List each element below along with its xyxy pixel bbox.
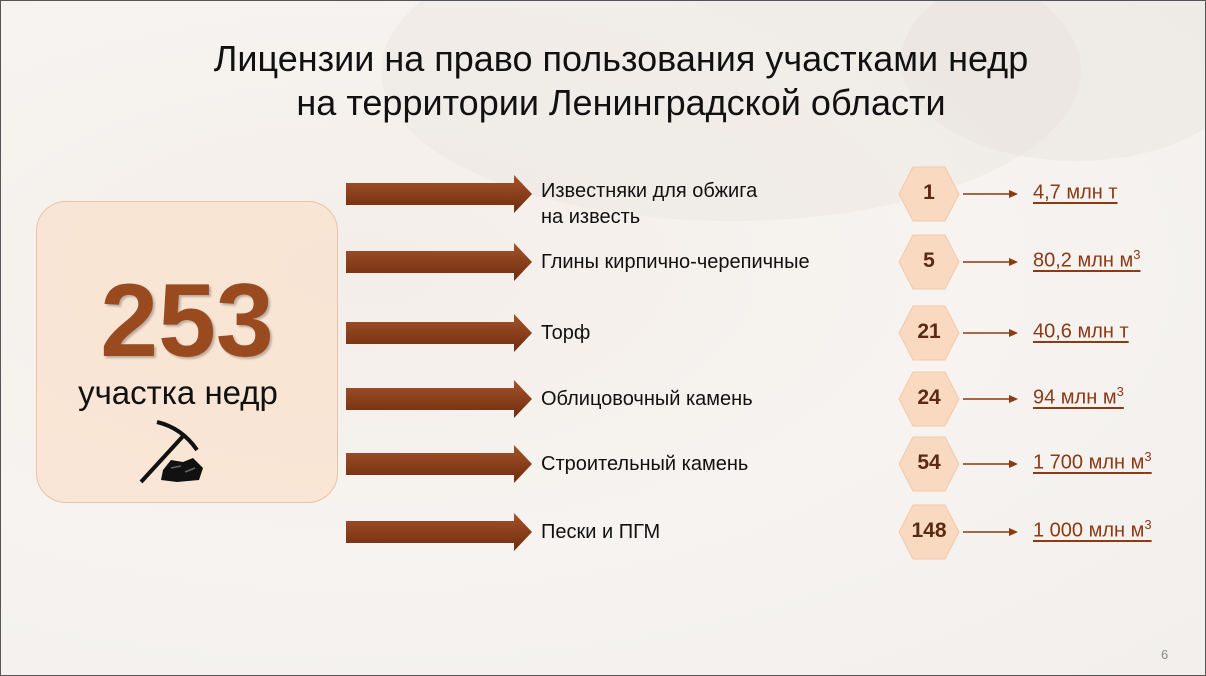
arrow-icon — [346, 243, 532, 281]
license-count: 1 — [923, 181, 935, 204]
license-count: 5 — [923, 249, 935, 272]
hexagon-badge — [898, 305, 960, 361]
hexagon-badge — [898, 234, 960, 290]
license-count: 148 — [911, 519, 947, 542]
mineral-label: Торф — [541, 320, 590, 346]
total-count: 253 — [100, 263, 274, 379]
reserve-unit-sup: 3 — [1133, 247, 1141, 262]
reserve-unit-sup: 3 — [1116, 384, 1124, 399]
mineral-name: Строительный камень — [541, 453, 749, 475]
reserve-value: 1 700 млн м3 — [1033, 449, 1152, 475]
mineral-label: Пески и ПГМ — [541, 519, 660, 545]
thin-arrow-icon — [963, 190, 1018, 198]
mineral-name: Известняки для обжига — [541, 180, 758, 202]
mineral-name: Глины кирпично-черепичные — [541, 251, 810, 273]
mineral-row: Строительный камень 54 1 700 млн м3 — [1, 436, 1205, 524]
arrow-icon — [346, 175, 532, 213]
mineral-row: Торф 21 40,6 млн т — [1, 305, 1205, 393]
pickaxe-coal-icon — [139, 420, 203, 484]
reserve-value: 80,2 млн м3 — [1033, 247, 1141, 273]
page-number: 6 — [1161, 647, 1169, 662]
reserve-unit-sup: 3 — [1144, 449, 1152, 464]
reserve-value: 94 млн м3 — [1033, 384, 1124, 410]
reserve-text: 80,2 млн м — [1033, 249, 1134, 272]
reserve-text: 1 000 млн м — [1033, 519, 1145, 542]
title-line-2: на территории Ленинградской области — [296, 82, 946, 123]
mineral-name: Торф — [541, 322, 591, 344]
mineral-row: Облицовочный камень 24 94 млн м3 — [1, 371, 1205, 459]
mineral-name-cont: на известь — [541, 206, 641, 228]
reserve-value: 40,6 млн т — [1033, 318, 1129, 344]
reserve-text: 4,7 млн т — [1033, 181, 1118, 204]
summary-card: 253 участка недр — [36, 201, 338, 503]
mineral-name: Пески и ПГМ — [541, 521, 661, 543]
license-count: 54 — [917, 451, 941, 474]
title-line-1: Лицензии на право пользования участками … — [213, 38, 1029, 79]
mineral-label: Глины кирпично-черепичные — [541, 249, 810, 275]
arrow-icon — [346, 380, 532, 418]
thin-arrow-icon — [963, 258, 1018, 266]
mineral-label: Известняки для обжига на известь — [541, 178, 757, 230]
total-label: участка недр — [78, 374, 278, 411]
hexagon-badge — [898, 371, 960, 427]
arrow-icon — [346, 513, 532, 551]
reserve-text: 40,6 млн т — [1033, 320, 1129, 343]
mineral-label: Строительный камень — [541, 451, 748, 477]
license-count: 21 — [917, 320, 941, 343]
hexagon-badge — [898, 504, 960, 560]
license-count: 24 — [917, 386, 941, 409]
reserve-value: 4,7 млн т — [1033, 179, 1118, 205]
mineral-row: Пески и ПГМ 148 1 000 млн м3 — [1, 504, 1205, 592]
arrow-icon — [346, 314, 532, 352]
mineral-name: Облицовочный камень — [541, 388, 753, 410]
arrow-icon — [346, 445, 532, 483]
hexagon-badge — [898, 166, 960, 222]
reserve-unit-sup: 3 — [1144, 517, 1152, 532]
reserve-text: 94 млн м — [1033, 386, 1117, 409]
page-title: Лицензии на право пользования участками … — [1, 37, 1205, 125]
thin-arrow-icon — [963, 329, 1018, 337]
reserve-text: 1 700 млн м — [1033, 451, 1145, 474]
mineral-row: Известняки для обжига на известь 1 4,7 м… — [1, 166, 1205, 254]
thin-arrow-icon — [963, 460, 1018, 468]
thin-arrow-icon — [963, 528, 1018, 536]
thin-arrow-icon — [963, 395, 1018, 403]
mineral-row: Глины кирпично-черепичные 5 80,2 млн м3 — [1, 234, 1205, 322]
hexagon-badge — [898, 436, 960, 492]
reserve-value: 1 000 млн м3 — [1033, 517, 1152, 543]
mineral-label: Облицовочный камень — [541, 386, 753, 412]
